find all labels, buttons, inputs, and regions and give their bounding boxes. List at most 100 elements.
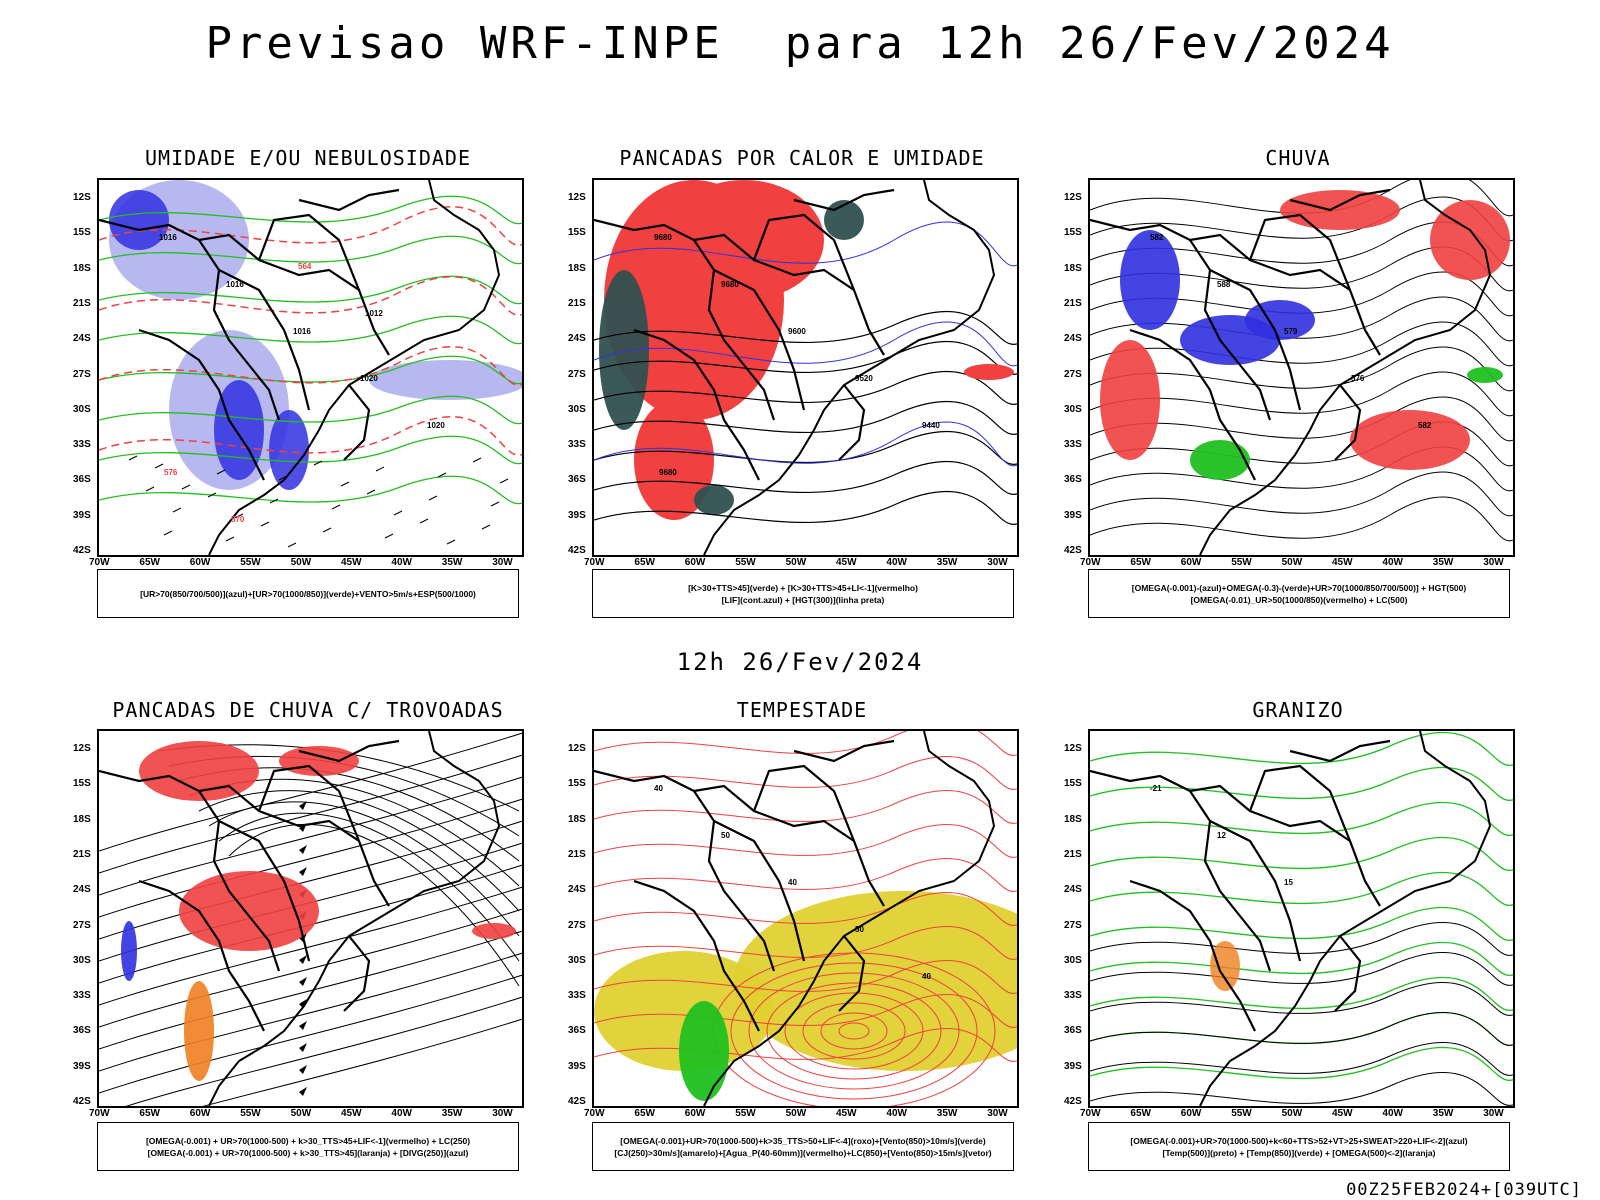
contour-line bbox=[594, 994, 1017, 1028]
wind-vector bbox=[437, 472, 447, 478]
contour-label: 1012 bbox=[365, 309, 383, 318]
lat-tick-label: 33S bbox=[568, 439, 586, 451]
lat-tick-label: 24S bbox=[568, 884, 586, 896]
lat-tick-label: 27S bbox=[73, 368, 91, 380]
lat-tick-label: 15S bbox=[73, 778, 91, 790]
lon-tick-label: 35W bbox=[1432, 557, 1454, 568]
lat-tick-label: 18S bbox=[73, 813, 91, 825]
contour-label: 9600 bbox=[788, 327, 806, 336]
coastline bbox=[1199, 180, 1492, 555]
wind-vector bbox=[172, 507, 182, 513]
contour-label: 40 bbox=[788, 878, 797, 887]
contour-line bbox=[594, 756, 1017, 790]
lat-tick-label: 18S bbox=[1064, 813, 1082, 825]
contour-line bbox=[1090, 271, 1513, 317]
shaded-area bbox=[1350, 410, 1470, 470]
shaded-area bbox=[369, 360, 522, 400]
border-line bbox=[198, 233, 390, 356]
border-line bbox=[343, 935, 371, 1012]
lat-tick-label: 42S bbox=[1064, 1096, 1082, 1107]
legend-text: [LIF](cont.azul) + [HGT(300)](linha pret… bbox=[721, 594, 885, 605]
contour-line bbox=[784, 992, 924, 1070]
contour-line bbox=[1090, 1042, 1513, 1076]
border-line bbox=[594, 769, 776, 972]
border-line bbox=[99, 769, 281, 972]
lat-tick-label: 27S bbox=[1064, 919, 1082, 931]
contour-line bbox=[820, 1012, 888, 1050]
lat-tick-label: 36S bbox=[1064, 474, 1082, 486]
lon-tick-label: 40W bbox=[886, 557, 907, 568]
streamline bbox=[208, 801, 520, 937]
contour-line bbox=[838, 1022, 870, 1040]
border-line bbox=[99, 218, 281, 421]
lat-tick-label: 30S bbox=[1064, 954, 1082, 966]
panel-title: PANCADAS DE CHUVA C/ TROVOADAS bbox=[112, 698, 504, 722]
contour-line bbox=[1090, 1072, 1513, 1106]
border-line bbox=[257, 213, 361, 291]
map-canvas: 1016 1016 1016 1020 1020 576 570 564 1012 bbox=[99, 180, 522, 555]
contour-label: 576 bbox=[1351, 374, 1365, 383]
lon-tick-label: 50W bbox=[290, 1108, 312, 1119]
lat-tick-label: 18S bbox=[568, 813, 586, 825]
contour-line bbox=[1090, 922, 1513, 956]
border-line bbox=[343, 384, 371, 461]
lat-tick-label: 33S bbox=[1064, 439, 1082, 451]
contour-label: 1020 bbox=[427, 421, 445, 430]
lat-tick-label: 27S bbox=[73, 919, 91, 931]
lon-tick-label: 35W bbox=[936, 557, 958, 568]
contour-label: 582 bbox=[1150, 233, 1164, 242]
contour-label: 564 bbox=[298, 262, 312, 271]
lon-tick-label: 35W bbox=[936, 1108, 958, 1119]
lat-tick-label: 36S bbox=[1064, 1025, 1082, 1037]
wind-vector bbox=[269, 498, 279, 504]
border-line bbox=[138, 328, 265, 481]
lon-tick-label: 65W bbox=[634, 1108, 655, 1119]
coastline bbox=[208, 180, 501, 555]
lon-tick-label: 60W bbox=[189, 557, 211, 568]
lon-tick-label: 65W bbox=[139, 557, 160, 568]
wind-vector bbox=[181, 484, 191, 490]
lon-tick-label: 65W bbox=[1130, 557, 1151, 568]
lat-tick-label: 24S bbox=[568, 333, 586, 345]
contour-line bbox=[594, 461, 1017, 495]
lon-tick-label: 60W bbox=[684, 557, 706, 568]
lat-tick-label: 18S bbox=[1064, 262, 1082, 274]
border-line bbox=[693, 784, 885, 907]
contour-label: 9680 bbox=[659, 468, 677, 477]
legend-text: [UR>70(850/700/500)](azul)+[UR>70(1000/8… bbox=[140, 588, 476, 599]
lat-tick-label: 36S bbox=[568, 474, 586, 486]
lon-tick-label: 40W bbox=[391, 557, 412, 568]
lon-tick-label: 40W bbox=[886, 1108, 907, 1119]
sub-title: 12h 26/Fev/2024 bbox=[676, 648, 924, 676]
contour-label: 9440 bbox=[922, 421, 940, 430]
lat-tick-label: 42S bbox=[568, 545, 586, 556]
streamline bbox=[99, 754, 522, 874]
legend-box: [K>30+TTS>45](verde) + [K>30+TTS>45+LI<-… bbox=[592, 569, 1014, 618]
border-line bbox=[594, 218, 776, 421]
lon-tick-label: 70W bbox=[89, 1108, 110, 1119]
border-line bbox=[298, 739, 400, 763]
streamline bbox=[99, 974, 522, 1094]
lat-tick-label: 39S bbox=[73, 509, 91, 521]
lon-tick-label: 55W bbox=[1231, 557, 1252, 568]
lon-tick-label: 30W bbox=[1483, 557, 1504, 568]
coastline bbox=[208, 731, 501, 1106]
legend-text: [Temp(500)](preto) + [Temp(850)](verde) … bbox=[1162, 1147, 1436, 1158]
lat-tick-label: 21S bbox=[568, 297, 586, 309]
contour-line bbox=[1090, 872, 1513, 907]
border-line bbox=[713, 269, 806, 411]
contour-label: 40 bbox=[922, 972, 931, 981]
contour-line bbox=[594, 926, 1017, 960]
shaded-area bbox=[1467, 367, 1503, 383]
contour-line bbox=[99, 275, 522, 305]
contour-line bbox=[1090, 471, 1513, 517]
flow-arrow bbox=[299, 1065, 307, 1074]
lon-tick-label: 30W bbox=[987, 557, 1008, 568]
contour-line bbox=[1090, 952, 1513, 986]
lat-tick-label: 21S bbox=[73, 848, 91, 860]
lon-tick-label: 30W bbox=[1483, 1108, 1504, 1119]
legend-text: [OMEGA(-0.001) + UR>70(1000-500) + k>30_… bbox=[147, 1147, 469, 1158]
map-canvas: 9680 9680 9600 9520 9440 9680 bbox=[594, 180, 1017, 555]
lat-tick-label: 39S bbox=[568, 509, 586, 521]
contour-label: 50 bbox=[721, 831, 730, 840]
